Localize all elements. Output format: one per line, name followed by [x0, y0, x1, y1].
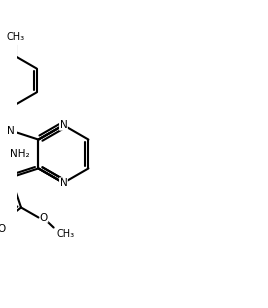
Text: CH₃: CH₃	[56, 229, 74, 239]
Text: O: O	[40, 213, 48, 222]
Text: N: N	[59, 120, 67, 130]
Text: O: O	[0, 224, 6, 234]
Text: NH₂: NH₂	[10, 149, 30, 159]
Text: N: N	[59, 178, 67, 188]
Text: N: N	[7, 126, 15, 136]
Text: CH₃: CH₃	[7, 32, 25, 42]
